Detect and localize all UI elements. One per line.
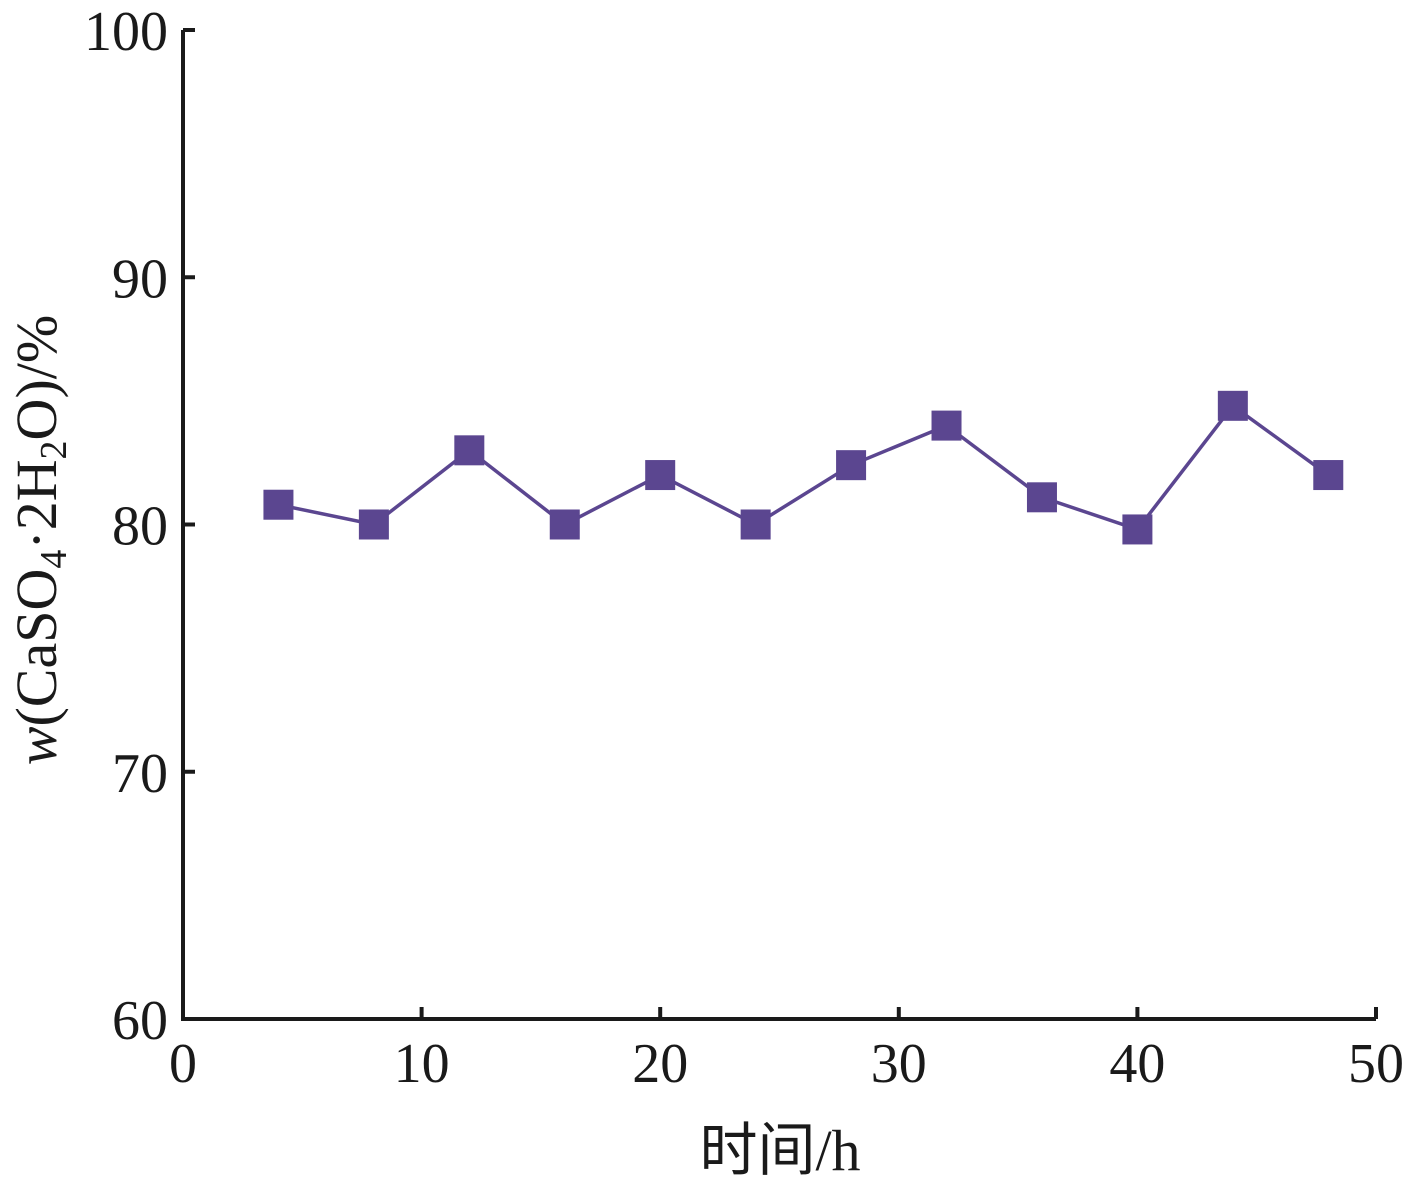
x-tick-label: 50 — [1348, 1033, 1404, 1095]
data-point-marker — [1026, 482, 1057, 513]
data-point-marker — [836, 450, 867, 481]
axes: 0 10 20 30 40 50 60 70 80 90 100 — [84, 1, 1404, 1095]
x-tick-label: 40 — [1109, 1033, 1165, 1095]
y-axis-title-part3: O)/% — [4, 315, 69, 441]
y-tick-label: 80 — [112, 496, 168, 558]
y-tick-label: 60 — [112, 990, 168, 1052]
data-point-marker — [645, 460, 676, 491]
data-point-marker — [263, 489, 294, 520]
data-point-marker — [358, 509, 389, 540]
series-line — [278, 403, 1330, 532]
x-tick-label: 0 — [169, 1033, 197, 1095]
data-point-marker — [931, 410, 962, 441]
x-axis-title: 时间/h — [699, 1118, 860, 1181]
data-point-marker — [454, 435, 485, 466]
data-point-marker — [549, 509, 580, 540]
data-point-marker — [1313, 460, 1344, 491]
series-layer — [263, 390, 1344, 545]
data-point-marker — [1122, 514, 1153, 545]
y-axis-title-prefix: w — [4, 726, 69, 765]
y-axis-title-part2: ·2H — [4, 459, 69, 549]
y-axis-title-sub1: 4 — [33, 550, 75, 569]
y-axis-title-sub2: 2 — [33, 440, 75, 459]
data-point-marker — [1217, 390, 1248, 421]
y-axis-title: w(CaSO4·2H2O)/% — [4, 315, 75, 765]
y-tick-label: 90 — [112, 248, 168, 310]
y-tick-label: 100 — [84, 1, 168, 63]
x-tick-label: 10 — [394, 1033, 450, 1095]
x-tick-label: 30 — [871, 1033, 927, 1095]
y-tick-label: 70 — [112, 743, 168, 805]
x-tick-label: 20 — [632, 1033, 688, 1095]
y-axis-title-part1: (CaSO — [4, 569, 69, 727]
data-point-marker — [740, 509, 771, 540]
